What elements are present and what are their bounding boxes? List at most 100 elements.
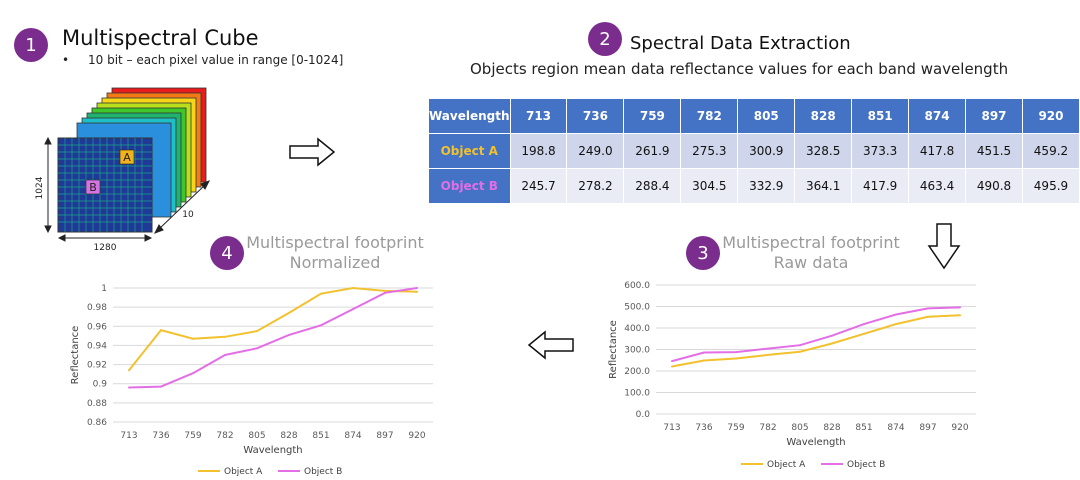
table-cell: 495.9 [1021,168,1080,204]
y-tick-label: 0.0 [636,410,651,420]
data-point [224,335,226,338]
data-point [927,307,929,310]
normalized-chart: 0.86 0.88 0.9 0.92 0.94 0.96 0.98 1 713 736 759 782… [70,284,433,477]
series-line-object-b [128,287,418,389]
x-tick-label: 851 [855,423,872,433]
table-cell: 261.9 [623,133,682,169]
data-point [352,308,354,311]
y-tick-label: 400.0 [624,324,650,334]
table-header-label: Wavelength [428,98,511,134]
region-b-marker [85,179,101,195]
table-cell: 304.5 [680,168,739,204]
row-label-object-a: Object A [428,133,511,169]
table-header-cell: 782 [680,98,739,134]
data-point [128,386,130,389]
table-cell: 245.7 [509,168,568,204]
data-point [895,313,897,316]
arrow-down-icon [927,223,961,270]
series-line-object-a [671,314,961,368]
spectral-data-table: Wavelength 713 736 759 782 805 828 851 8… [428,98,1080,204]
legend-label: Object B [847,460,885,470]
x-tick-label: 782 [216,431,233,441]
table-header-cell: 851 [851,98,910,134]
cube-bullet-marker: • [62,53,70,67]
step-4-badge: 4 [210,236,244,270]
y-tick-label: 0.96 [87,322,107,332]
legend-label: Object B [304,467,342,477]
x-tick-label: 736 [695,423,712,433]
region-a-label: A [123,151,131,164]
table-cell: 198.8 [509,133,568,169]
x-tick-label: 920 [951,423,968,433]
cube-height-label: 1024 [35,176,45,199]
x-tick-label: 897 [376,431,393,441]
x-tick-label: 851 [312,431,329,441]
x-tick-label: 713 [663,423,680,433]
data-point [384,289,386,292]
y-tick-label: 0.92 [87,361,107,371]
x-tick-label: 805 [791,423,808,433]
x-tick-label: 874 [887,423,904,433]
step-2-badge: 2 [588,22,622,56]
data-point [416,287,418,289]
data-point [352,287,354,289]
data-point [831,334,833,337]
data-point [799,350,801,353]
raw-chart: 0.0 100.0 200.0 300.0 400.0 500.0 600.0 713 736 7… [608,281,976,470]
row-label-object-b: Object B [428,168,511,204]
x-axis-label: Wavelength [786,437,845,448]
y-tick-label: 0.88 [87,399,107,409]
x-tick-label: 713 [120,431,137,441]
x-tick-label: 897 [919,423,936,433]
table-cell: 275.3 [680,133,739,169]
y-axis-label: Reflectance [608,320,619,379]
data-point [767,353,769,356]
table-cell: 490.8 [965,168,1023,204]
y-tick-label: 500.0 [624,303,650,313]
data-point [767,347,769,350]
table-row: Object B 245.7 278.2 288.4 304.5 332.9 3… [428,168,1080,204]
x-tick-label: 759 [727,423,744,433]
normalized-chart-title: Multispectral footprint Normalized [240,233,430,273]
x-axis-label: Wavelength [243,445,302,456]
table-header-row: Wavelength 713 736 759 782 805 828 851 8… [428,98,1080,134]
data-point [703,351,705,354]
x-tick-label: 782 [759,423,776,433]
table-cell: 288.4 [623,168,682,204]
table-row: Object A 198.8 249.0 261.9 275.3 300.9 3… [428,133,1080,169]
y-tick-label: 200.0 [624,367,650,377]
table-cell: 417.9 [851,168,910,204]
table-header-cell: 736 [566,98,625,134]
data-point [959,314,961,317]
data-point [320,324,322,327]
data-point [320,292,322,295]
x-tick-label: 759 [184,431,201,441]
step-1-badge: 1 [14,28,48,62]
data-point [224,354,226,356]
data-point [384,291,386,294]
series-line-object-b [671,306,961,363]
data-point [288,311,290,314]
normalized-title-line2: Normalized [289,253,381,272]
data-point [799,344,801,347]
data-point [671,360,673,363]
legend-label: Object A [767,460,806,470]
x-tick-label: 805 [248,431,265,441]
table-cell: 373.3 [851,133,910,169]
data-point [703,359,705,362]
y-tick-label: 1 [101,284,107,294]
data-point [256,347,258,350]
table-header-cell: 828 [794,98,853,134]
table-cell: 451.5 [965,133,1023,169]
data-point [128,369,130,372]
table-header-cell: 713 [509,98,568,134]
table-cell: 463.4 [908,168,967,204]
raw-title-line2: Raw data [773,253,849,272]
table-cell: 332.9 [737,168,796,204]
raw-title-line1: Multispectral footprint [722,233,900,252]
cube-title: Multispectral Cube [62,26,259,50]
data-point [288,333,290,336]
data-point [671,365,673,368]
x-tick-label: 828 [823,423,840,433]
y-tick-label: 0.86 [87,418,107,428]
